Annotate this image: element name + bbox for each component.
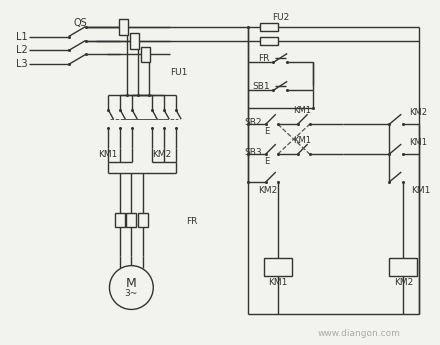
- Text: KM1: KM1: [293, 106, 311, 115]
- Text: KM2: KM2: [152, 150, 172, 159]
- Text: www.diangon.com: www.diangon.com: [318, 329, 401, 338]
- Bar: [389, 258, 417, 276]
- Circle shape: [110, 266, 153, 309]
- Text: KM1: KM1: [411, 186, 431, 195]
- Text: M: M: [126, 277, 137, 290]
- Text: SB1: SB1: [252, 82, 270, 91]
- Text: FU1: FU1: [170, 68, 187, 77]
- Text: QS: QS: [73, 18, 88, 28]
- Bar: [141, 47, 150, 62]
- Text: KM1: KM1: [268, 278, 287, 287]
- Text: SB3: SB3: [244, 148, 262, 157]
- Text: E: E: [264, 157, 269, 166]
- Text: L3: L3: [16, 59, 27, 69]
- Bar: [115, 213, 125, 227]
- Text: KM2: KM2: [394, 278, 413, 287]
- Text: FR: FR: [258, 54, 270, 63]
- Bar: [260, 23, 278, 31]
- Text: 3~: 3~: [125, 289, 138, 298]
- Text: FR: FR: [186, 217, 198, 226]
- Text: FU2: FU2: [272, 13, 289, 22]
- Text: KM2: KM2: [409, 108, 427, 117]
- Text: KM2: KM2: [258, 186, 277, 195]
- Bar: [130, 32, 139, 49]
- Text: KM1: KM1: [293, 136, 311, 145]
- Bar: [138, 213, 148, 227]
- Bar: [119, 19, 128, 34]
- Text: SB2: SB2: [244, 118, 262, 127]
- Bar: [264, 258, 292, 276]
- Text: L1: L1: [16, 31, 27, 41]
- Text: L2: L2: [16, 46, 28, 56]
- Bar: [260, 37, 278, 45]
- Text: KM1: KM1: [409, 138, 427, 147]
- Bar: [126, 213, 136, 227]
- Text: KM1: KM1: [99, 150, 118, 159]
- Text: E: E: [264, 127, 269, 136]
